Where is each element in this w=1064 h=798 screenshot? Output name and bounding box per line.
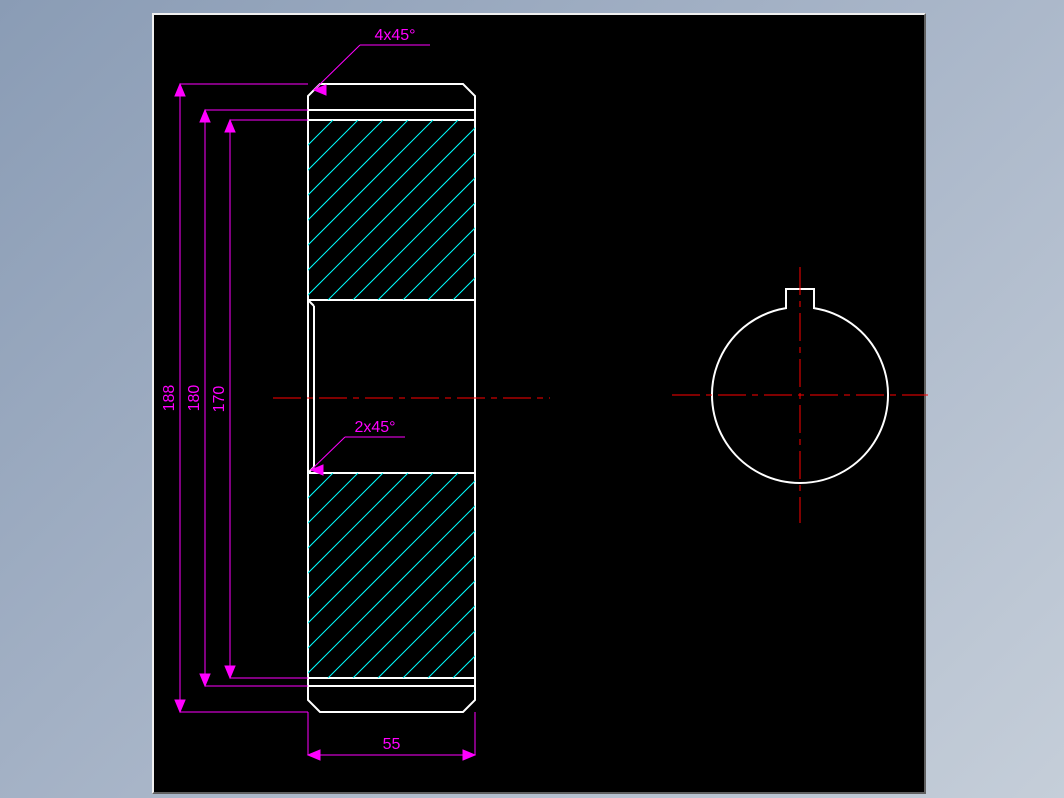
dim-180-text: 180 <box>186 385 203 412</box>
chamfer-top-text: 4x45° <box>374 27 415 44</box>
dim-188-text: 188 <box>161 385 178 412</box>
chamfer-inner-text: 2x45° <box>354 419 395 436</box>
cad-drawing: 188 180 170 55 4x45° 2x45° <box>0 0 1064 798</box>
dim-55-text: 55 <box>383 736 401 753</box>
dimensions: 188 180 170 55 4x45° 2x45° <box>161 27 475 760</box>
hatch-region <box>103 473 658 678</box>
leader-chamfer-inner <box>311 437 345 470</box>
hatch-region <box>128 120 633 300</box>
dim-170-text: 170 <box>211 386 228 413</box>
